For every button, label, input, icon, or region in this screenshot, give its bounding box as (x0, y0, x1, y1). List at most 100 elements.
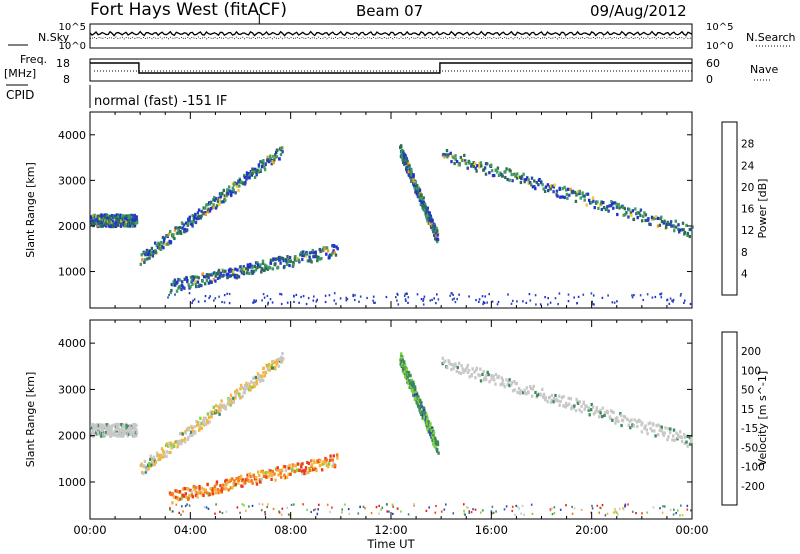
power-echo-cell (592, 199, 595, 203)
velocity-echo-cell (211, 488, 214, 492)
velocity-echo-cell (598, 415, 601, 419)
velocity-clutter-cell (341, 508, 343, 511)
power-echo-cell (602, 206, 606, 210)
velocity-echo-cell (193, 487, 196, 491)
velocity-echo-cell (144, 470, 148, 474)
velocity-echo-cell (278, 357, 282, 361)
velocity-echo-cell (571, 405, 574, 409)
velocity-echo-cell (214, 491, 217, 495)
velocity-echo-cell (436, 448, 439, 452)
velocity-clutter-cell (463, 503, 465, 506)
power-echo-cell (534, 187, 537, 191)
power-clutter-cell (454, 301, 457, 304)
velocity-echo-cell (503, 385, 506, 389)
power-echo-cell (109, 214, 112, 218)
velocity-clutter-cell (375, 506, 378, 509)
power-echo-cell (125, 219, 128, 224)
velocity-echo-cell (688, 442, 692, 446)
velocity-echo-cell (150, 463, 153, 467)
velocity-echo-cell (437, 451, 440, 455)
velocity-colorbar-tick: -200 (741, 481, 765, 493)
power-echo-cell (336, 247, 339, 251)
velocity-echo-cell (178, 439, 182, 443)
power-echo-cell (257, 170, 260, 174)
velocity-echo-cell (244, 481, 247, 485)
power-echo-cell (172, 233, 175, 237)
power-clutter-cell (534, 294, 537, 297)
power-echo-cell (143, 260, 146, 264)
power-clutter-cell (573, 296, 575, 299)
power-echo-cell (533, 185, 536, 189)
velocity-clutter-cell (598, 511, 600, 514)
power-clutter-cell (293, 294, 295, 297)
velocity-clutter-cell (287, 513, 290, 516)
velocity-echo-cell (190, 430, 193, 434)
power-echo-cell (677, 223, 680, 227)
power-clutter-cell (407, 301, 409, 304)
velocity-echo-cell (331, 464, 334, 468)
freq-tick-top: 18 (56, 57, 70, 70)
power-echo-cell (115, 217, 118, 221)
velocity-echo-cell (336, 456, 339, 460)
power-echo-cell (435, 231, 438, 235)
nsearch-tick-top: 10^5 (706, 22, 733, 33)
power-echo-cell (490, 163, 493, 167)
power-echo-cell (122, 214, 125, 218)
velocity-echo-cell (92, 434, 95, 438)
power-echo-cell (418, 188, 422, 192)
power-echo-cell (665, 222, 668, 226)
power-clutter-cell (654, 295, 657, 299)
power-echo-cell (410, 167, 413, 171)
velocity-clutter-cell (184, 504, 187, 508)
power-clutter-cell (354, 294, 356, 297)
velocity-echo-cell (206, 491, 209, 495)
power-echo-cell (520, 176, 523, 181)
power-echo-cell (634, 207, 637, 211)
plot-title: Fort Hays West (fitACF) (90, 0, 287, 20)
power-echo-cell (169, 291, 172, 295)
power-echo-cell (673, 225, 676, 229)
power-echo-cell (249, 262, 252, 266)
velocity-echo-cell (183, 440, 187, 444)
velocity-echo-cell (673, 438, 676, 442)
power-echo-cell (285, 262, 289, 266)
velocity-echo-cell (620, 423, 623, 428)
velocity-echo-cell (552, 400, 555, 404)
velocity-echo-cell (458, 371, 461, 375)
velocity-echo-cell (246, 473, 249, 477)
velocity-echo-cell (649, 426, 652, 431)
power-echo-cell (305, 252, 309, 256)
velocity-echo-cell (92, 426, 95, 431)
power-echo-cell (474, 166, 477, 170)
velocity-clutter-cell (465, 506, 468, 509)
velocity-echo-cell (667, 435, 670, 439)
velocity-echo-cell (414, 388, 417, 392)
power-echo-cell (194, 212, 197, 217)
velocity-echo-cell (235, 388, 239, 392)
velocity-clutter-cell (251, 504, 254, 507)
power-echo-cell (218, 276, 221, 280)
power-echo-cell (479, 161, 483, 165)
power-echo-cell (446, 155, 449, 159)
velocity-echo-cell (327, 465, 330, 469)
velocity-clutter-cell (245, 509, 247, 512)
nsearch-label: N.Search (746, 31, 796, 44)
power-echo-cell (607, 209, 610, 213)
power-echo-cell (405, 157, 408, 161)
power-echo-cell (459, 155, 463, 160)
velocity-clutter-cell (264, 513, 267, 516)
power-clutter-cell (539, 303, 542, 306)
power-clutter-cell (639, 294, 642, 297)
velocity-echo-cell (171, 493, 174, 497)
power-clutter-cell (423, 295, 426, 298)
velocity-echo-cell (229, 393, 233, 397)
power-echo-cell (688, 234, 691, 239)
velocity-echo-cell (254, 376, 258, 380)
velocity-clutter-cell (370, 511, 373, 515)
velocity-clutter-cell (317, 508, 319, 511)
power-echo-cell (667, 222, 670, 226)
power-echo-cell (510, 173, 513, 177)
velocity-echo-cell (219, 403, 222, 407)
velocity-clutter-cell (520, 512, 522, 515)
velocity-clutter-cell (679, 514, 681, 517)
